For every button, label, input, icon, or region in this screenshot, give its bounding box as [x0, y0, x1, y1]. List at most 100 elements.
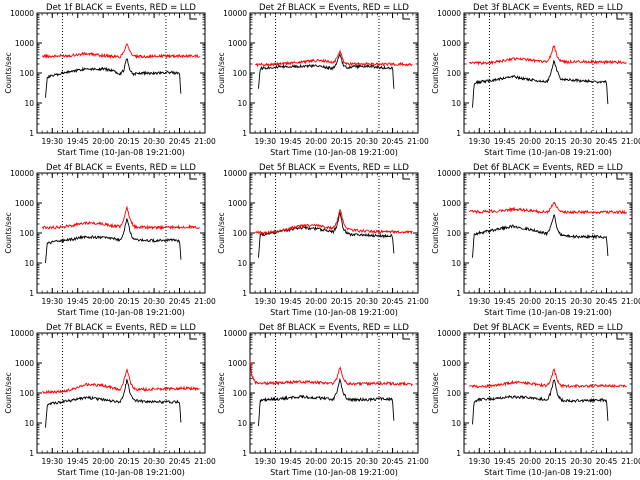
x-tick-label: 20:00 [519, 137, 541, 146]
x-tick-label: 20:30 [570, 137, 592, 146]
chart-panel: Det 5f BLACK = Events, RED = LLD 1 10 100 10… [217, 163, 429, 317]
series-line-events [472, 379, 609, 425]
x-tick-label: 20:45 [596, 297, 618, 306]
x-axis-label: Start Time (10-Jan-08 19:21:00) [484, 468, 612, 477]
series-line-lld [469, 45, 627, 66]
series-line-events [258, 52, 395, 89]
x-tick-label: 20:30 [143, 297, 165, 306]
series-line-lld [42, 43, 200, 60]
series-line-lld [255, 49, 413, 68]
x-tick-label: 21:00 [407, 457, 429, 466]
x-tick-label: 19:45 [494, 457, 516, 466]
y-tick-label: 10 [451, 259, 461, 268]
y-tick-label: 1 [456, 129, 461, 138]
y-axis-label: Counts/sec [431, 52, 440, 93]
y-tick-label: 10000 [10, 9, 34, 18]
y-tick-label: 1 [29, 289, 34, 298]
legend-marker [616, 14, 624, 20]
x-tick-label: 20:15 [118, 297, 140, 306]
x-tick-label: 19:45 [494, 137, 516, 146]
y-tick-label: 100 [447, 69, 462, 78]
series-line-lld [255, 208, 413, 235]
y-tick-label: 1000 [15, 39, 34, 48]
chart-panel: Det 1f BLACK = Events, RED = LLD 1 10 100 10… [4, 3, 216, 157]
series-line-events [45, 218, 182, 264]
x-axis-label: Start Time (10-Jan-08 19:21:00) [57, 468, 185, 477]
y-tick-label: 10000 [223, 329, 247, 338]
legend-marker [189, 334, 197, 340]
y-tick-label: 1000 [15, 359, 34, 368]
panel-title: Det 4f BLACK = Events, RED = LLD [46, 163, 196, 173]
x-tick-label: 20:30 [570, 297, 592, 306]
y-axis-label: Counts/sec [4, 212, 13, 253]
chart-panel: Det 8f BLACK = Events, RED = LLD 1 10 100 10… [217, 323, 429, 477]
x-tick-label: 20:30 [143, 457, 165, 466]
series-line-events [258, 212, 395, 258]
x-axis-label: Start Time (10-Jan-08 19:21:00) [270, 308, 398, 317]
x-axis-label: Start Time (10-Jan-08 19:21:00) [484, 148, 612, 157]
x-tick-label: 20:45 [169, 457, 191, 466]
y-axis-label: Counts/sec [217, 212, 226, 253]
series-line-lld [469, 201, 627, 215]
x-tick-label: 20:30 [143, 137, 165, 146]
x-tick-label: 19:30 [468, 297, 490, 306]
y-axis-label: Counts/sec [4, 52, 13, 93]
panel-title: Det 3f BLACK = Events, RED = LLD [473, 3, 623, 13]
chart-panel: Det 7f BLACK = Events, RED = LLD 1 10 100 10… [4, 323, 216, 477]
y-axis-label: Counts/sec [431, 372, 440, 413]
x-tick-label: 19:30 [41, 297, 63, 306]
panel-title: Det 5f BLACK = Events, RED = LLD [259, 163, 409, 173]
x-tick-label: 20:15 [118, 137, 140, 146]
x-tick-label: 20:15 [545, 297, 567, 306]
series-line-events [45, 378, 182, 428]
y-tick-label: 10 [451, 99, 461, 108]
x-tick-label: 19:30 [468, 457, 490, 466]
y-tick-label: 10 [451, 419, 461, 428]
x-tick-label: 19:45 [494, 297, 516, 306]
y-tick-label: 10 [237, 99, 247, 108]
legend-marker [402, 334, 410, 340]
x-tick-label: 21:00 [194, 297, 216, 306]
x-tick-label: 19:45 [280, 137, 302, 146]
y-axis-label: Counts/sec [217, 52, 226, 93]
x-tick-label: 21:00 [407, 297, 429, 306]
legend-marker [402, 14, 410, 20]
y-tick-label: 10000 [437, 9, 461, 18]
x-tick-label: 19:45 [67, 297, 89, 306]
y-tick-label: 100 [20, 389, 35, 398]
x-tick-label: 20:45 [382, 457, 404, 466]
x-tick-label: 20:15 [331, 457, 353, 466]
y-tick-label: 1 [242, 289, 247, 298]
x-tick-label: 19:30 [254, 457, 276, 466]
series-line-lld [249, 360, 413, 387]
x-tick-label: 20:15 [545, 457, 567, 466]
x-axis-label: Start Time (10-Jan-08 19:21:00) [484, 308, 612, 317]
y-tick-label: 1000 [442, 359, 461, 368]
y-tick-label: 100 [447, 389, 462, 398]
x-tick-label: 20:15 [331, 297, 353, 306]
y-tick-label: 10000 [437, 329, 461, 338]
x-tick-label: 21:00 [194, 457, 216, 466]
y-tick-label: 10 [237, 259, 247, 268]
chart-panel: Det 9f BLACK = Events, RED = LLD 1 10 100 10… [431, 323, 640, 477]
y-tick-label: 10000 [10, 329, 34, 338]
y-tick-label: 10000 [437, 169, 461, 178]
x-tick-label: 20:15 [118, 457, 140, 466]
y-tick-label: 1000 [228, 199, 247, 208]
panel-title: Det 9f BLACK = Events, RED = LLD [473, 323, 623, 333]
y-tick-label: 1 [242, 129, 247, 138]
x-tick-label: 20:30 [356, 297, 378, 306]
x-axis-label: Start Time (10-Jan-08 19:21:00) [270, 468, 398, 477]
x-tick-label: 21:00 [407, 137, 429, 146]
x-tick-label: 20:00 [305, 137, 327, 146]
chart-panel: Det 3f BLACK = Events, RED = LLD 1 10 100 10… [431, 3, 640, 157]
y-tick-label: 100 [233, 69, 248, 78]
y-tick-label: 10 [237, 419, 247, 428]
panel-title: Det 2f BLACK = Events, RED = LLD [259, 3, 409, 13]
y-tick-label: 1000 [442, 199, 461, 208]
legend-marker [189, 14, 197, 20]
y-tick-label: 10 [24, 99, 34, 108]
legend-marker [402, 174, 410, 180]
y-tick-label: 10000 [10, 169, 34, 178]
legend-marker [616, 174, 624, 180]
